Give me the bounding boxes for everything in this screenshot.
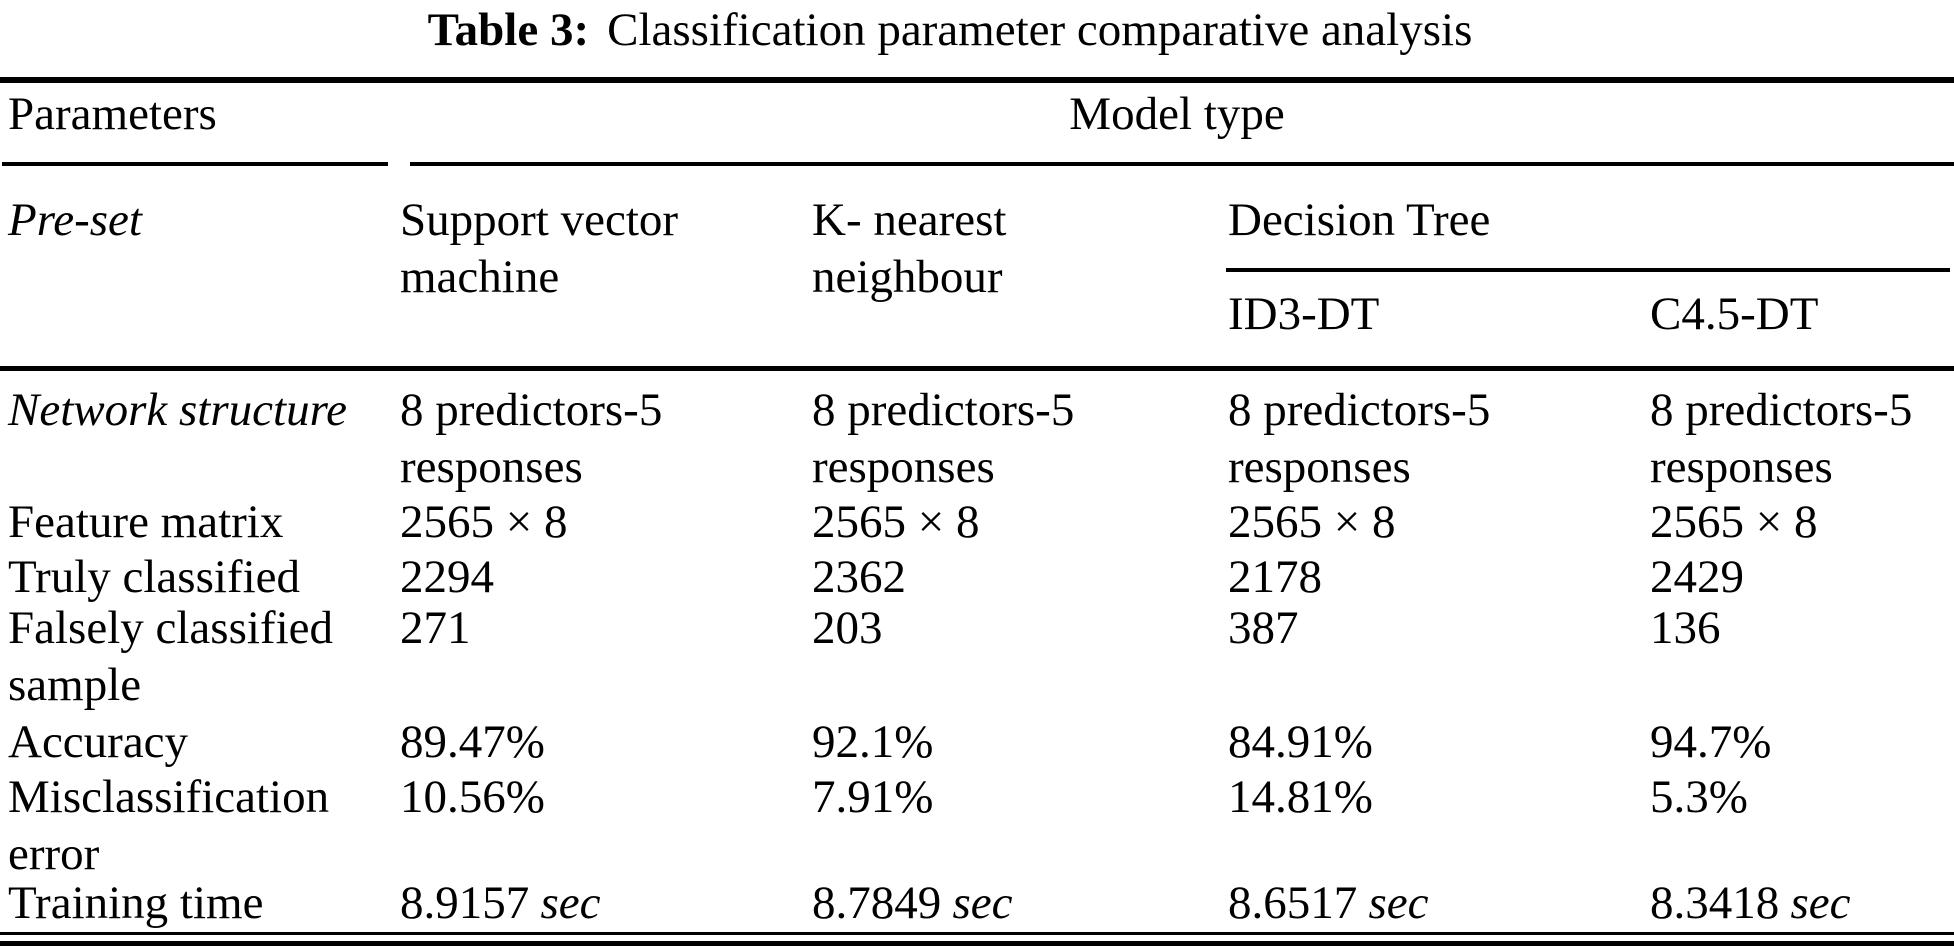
cell-value: 136 xyxy=(1650,602,1721,654)
cell-value: 8.9157 sec xyxy=(400,875,792,932)
cell-value: 2565 × 8 xyxy=(812,496,980,548)
time-value: 8.6517 xyxy=(1228,877,1358,929)
time-value: 8.7849 xyxy=(812,877,942,929)
cell-value: 8 predictors-5 responses xyxy=(812,384,1075,493)
cell-value: 271 xyxy=(400,602,471,654)
cell-value: 2294 xyxy=(400,551,494,603)
cell-value: 2565 × 8 xyxy=(400,496,568,548)
model-type-underline-rule xyxy=(410,162,1954,166)
cell-value: 8.7849 sec xyxy=(812,875,1208,932)
cell-value: 387 xyxy=(1228,602,1299,654)
time-unit: sec xyxy=(1790,877,1851,929)
cell-value: 2362 xyxy=(812,551,906,603)
param-label: Accuracy xyxy=(8,716,189,768)
cell-value: 5.3% xyxy=(1650,771,1748,823)
cell-value: 2429 xyxy=(1650,551,1744,603)
table-caption: Table 3: Classification parameter compara… xyxy=(0,2,1900,59)
param-label: Truly classified xyxy=(8,551,301,603)
col-header-id3-dt: ID3-DT xyxy=(1228,288,1380,340)
cell-value: 10.56% xyxy=(400,771,545,823)
time-unit: sec xyxy=(952,877,1013,929)
param-label: Training time xyxy=(8,877,264,929)
col-header-decision-tree: Decision Tree xyxy=(1228,194,1491,246)
cell-value: 2565 × 8 xyxy=(1650,496,1818,548)
col-header-model-type: Model type xyxy=(1069,88,1285,140)
col-header-svm: Support vector machine xyxy=(400,194,679,303)
cell-value: 7.91% xyxy=(812,771,934,823)
time-unit: sec xyxy=(540,877,601,929)
cell-value: 94.7% xyxy=(1650,716,1772,768)
cell-value: 8 predictors-5 responses xyxy=(1650,384,1913,493)
cell-value: 2178 xyxy=(1228,551,1322,603)
param-label: Network structure xyxy=(8,384,347,436)
parameters-underline-rule xyxy=(2,162,388,166)
param-label: Falsely classified sample xyxy=(8,602,334,711)
time-value: 8.3418 xyxy=(1650,877,1780,929)
param-label: Misclassification error xyxy=(8,771,330,880)
subheader-pre-set: Pre-set xyxy=(8,194,142,246)
time-value: 8.9157 xyxy=(400,877,530,929)
cell-value: 84.91% xyxy=(1228,716,1373,768)
col-header-parameters: Parameters xyxy=(8,88,217,140)
cell-value: 14.81% xyxy=(1228,771,1373,823)
cell-value: 203 xyxy=(812,602,883,654)
bottom-thick-rule xyxy=(0,941,1954,946)
param-label: Feature matrix xyxy=(8,496,284,548)
cell-value: 8 predictors-5 responses xyxy=(400,384,663,493)
cell-value: 8.3418 sec xyxy=(1650,875,1952,932)
col-header-knn: K- nearest neighbour xyxy=(812,194,1007,303)
caption-label: Table 3: xyxy=(427,4,590,56)
cell-value: 2565 × 8 xyxy=(1228,496,1396,548)
col-header-c45-dt: C4.5-DT xyxy=(1650,288,1819,340)
time-unit: sec xyxy=(1368,877,1429,929)
header-bottom-rule xyxy=(0,366,1954,371)
top-rule xyxy=(0,77,1954,83)
decision-tree-underline-rule xyxy=(1226,268,1950,272)
cell-value: 92.1% xyxy=(812,716,934,768)
cell-value: 8 predictors-5 responses xyxy=(1228,384,1491,493)
caption-text: Classification parameter comparative ana… xyxy=(607,4,1473,56)
cell-value: 89.47% xyxy=(400,716,545,768)
bottom-thin-rule xyxy=(0,932,1954,935)
cell-value: 8.6517 sec xyxy=(1228,875,1628,932)
